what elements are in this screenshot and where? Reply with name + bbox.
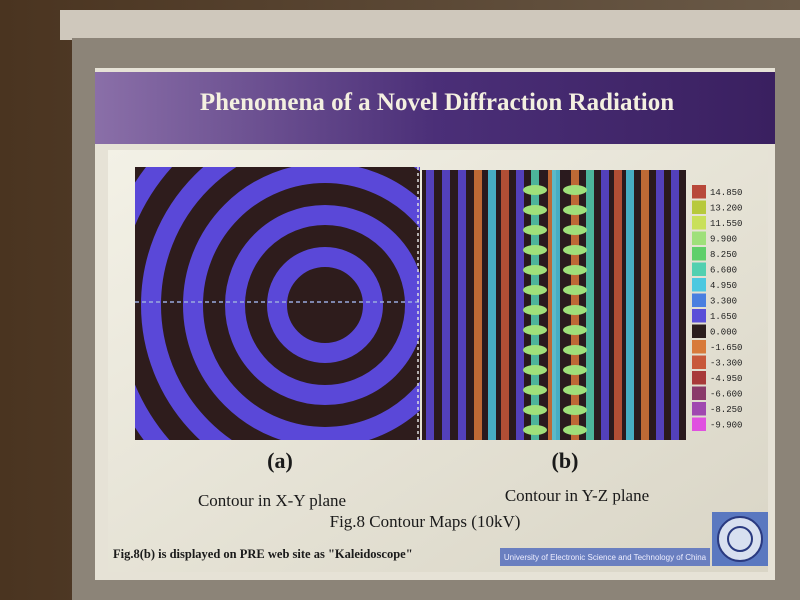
screen-top <box>60 10 800 40</box>
stripe <box>614 170 622 440</box>
blob <box>523 245 547 255</box>
colorbar-label: -9.900 <box>710 421 742 431</box>
colorbar-swatch <box>692 231 706 245</box>
stripe <box>586 170 594 440</box>
blob <box>523 325 547 335</box>
colorbar-label: 11.550 <box>710 219 742 229</box>
institution: University of Electronic Science and Tec… <box>504 553 707 562</box>
blob <box>523 345 547 355</box>
institution-band <box>500 548 710 566</box>
blob <box>563 205 587 215</box>
blob <box>563 225 587 235</box>
stripe <box>601 170 609 440</box>
blob <box>523 425 547 435</box>
title-band <box>95 72 775 144</box>
contour-xy <box>135 167 420 440</box>
colorbar-swatch <box>692 216 706 230</box>
blob <box>523 365 547 375</box>
colorbar-swatch <box>692 185 706 199</box>
stripe <box>426 170 434 440</box>
colorbar-swatch <box>692 340 706 354</box>
contour-yz <box>422 170 686 440</box>
colorbar-label: 0.000 <box>710 328 737 338</box>
ring <box>141 167 420 440</box>
stripe <box>641 170 649 440</box>
stripe <box>488 170 496 440</box>
colorbar-swatch <box>692 293 706 307</box>
blob <box>523 285 547 295</box>
blob <box>563 405 587 415</box>
blob <box>523 265 547 275</box>
blob <box>563 245 587 255</box>
colorbar-label: -4.950 <box>710 374 742 384</box>
logo-ring <box>727 526 753 552</box>
colorbar-swatch <box>692 278 706 292</box>
blob <box>523 205 547 215</box>
colorbar-swatch <box>692 324 706 338</box>
slide-title: Phenomena of a Novel Diffraction Radiati… <box>200 89 674 116</box>
colorbar-swatch <box>692 355 706 369</box>
colorbar-label: 9.900 <box>710 235 737 245</box>
stripe <box>442 170 450 440</box>
stripe <box>516 170 524 440</box>
blob <box>563 325 587 335</box>
logo <box>717 516 763 562</box>
colorbar-label: 4.950 <box>710 281 737 291</box>
stripe <box>626 170 634 440</box>
blob <box>563 265 587 275</box>
blob <box>523 305 547 315</box>
stripe <box>552 170 560 440</box>
colorbar-label: 3.300 <box>710 297 737 307</box>
colorbar-swatch <box>692 262 706 276</box>
stripe <box>501 170 509 440</box>
blob <box>523 405 547 415</box>
colorbar-label: -6.600 <box>710 390 742 400</box>
panel-label: (b) <box>552 448 579 473</box>
stripe <box>474 170 482 440</box>
colorbar-label: 8.250 <box>710 250 737 260</box>
stripe <box>671 170 679 440</box>
colorbar-swatch <box>692 200 706 214</box>
colorbar-label: 6.600 <box>710 266 737 276</box>
colorbar-swatch <box>692 309 706 323</box>
blob <box>563 385 587 395</box>
note: Fig.8(b) is displayed on PRE web site as… <box>113 547 413 561</box>
panel-caption: Contour in Y-Z plane <box>505 486 649 505</box>
blob <box>523 385 547 395</box>
colorbar-label: 13.200 <box>710 204 742 214</box>
colorbar: 14.850 13.200 11.550 9.900 8.250 6.600 4.950 3.… <box>692 185 742 431</box>
blob <box>523 225 547 235</box>
colorbar-label: 1.650 <box>710 312 737 322</box>
stripe <box>458 170 466 440</box>
figure-caption: Fig.8 Contour Maps (10kV) <box>330 512 521 531</box>
blob <box>563 185 587 195</box>
blob <box>563 345 587 355</box>
colorbar-label: -1.650 <box>710 343 742 353</box>
ring <box>183 167 420 440</box>
colorbar-swatch <box>692 371 706 385</box>
blob <box>563 305 587 315</box>
panel-caption: Contour in X-Y plane <box>198 491 346 510</box>
colorbar-swatch <box>692 386 706 400</box>
panel-label: (a) <box>267 448 293 473</box>
stripe <box>656 170 664 440</box>
colorbar-label: -3.300 <box>710 359 742 369</box>
colorbar-swatch <box>692 417 706 431</box>
blob <box>563 365 587 375</box>
ring <box>225 205 420 405</box>
blob <box>563 425 587 435</box>
ring <box>267 247 383 363</box>
colorbar-swatch <box>692 247 706 261</box>
colorbar-label: -8.250 <box>710 405 742 415</box>
colorbar-swatch <box>692 402 706 416</box>
blob <box>523 185 547 195</box>
blob <box>563 285 587 295</box>
colorbar-label: 14.850 <box>710 188 742 198</box>
